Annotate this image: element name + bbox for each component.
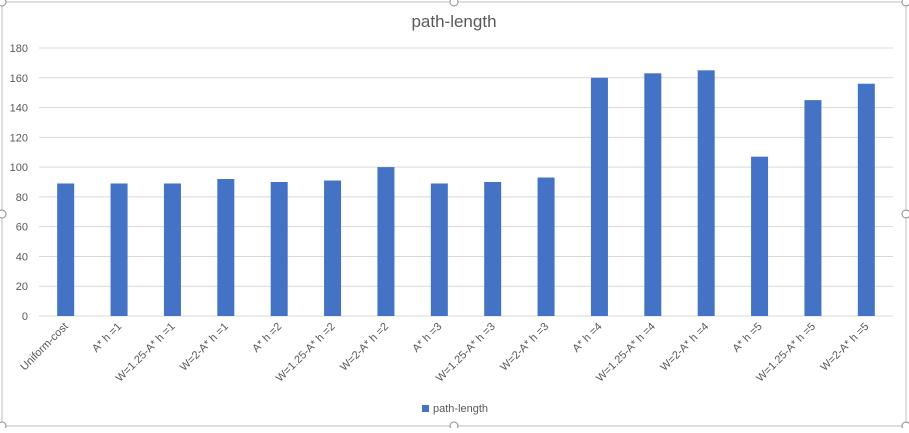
legend-swatch <box>422 405 429 412</box>
bar[interactable] <box>644 73 662 316</box>
y-tick-label: 80 <box>16 192 28 204</box>
y-axis-tick-labels: 0 20 40 60 80 100 120 140 160 180 <box>10 43 28 323</box>
chart-title[interactable]: path-length <box>411 12 496 31</box>
handle-bottom-left[interactable] <box>0 421 7 431</box>
y-tick-label: 20 <box>16 281 28 293</box>
bar[interactable] <box>217 179 235 316</box>
y-tick-label: 40 <box>16 251 28 263</box>
bar[interactable] <box>163 183 181 316</box>
bars[interactable] <box>57 70 875 317</box>
y-tick-label: 60 <box>16 222 28 234</box>
bar[interactable] <box>324 180 342 316</box>
bar[interactable] <box>697 70 715 316</box>
y-tick-label: 120 <box>10 132 28 144</box>
bar[interactable] <box>804 100 822 316</box>
y-tick-label: 140 <box>10 103 28 115</box>
y-tick-label: 160 <box>10 73 28 85</box>
bar[interactable] <box>377 167 395 316</box>
y-tick-label: 180 <box>10 43 28 55</box>
handle-middle-left[interactable] <box>0 209 7 219</box>
bar[interactable] <box>484 182 502 316</box>
y-tick-label: 0 <box>22 311 28 323</box>
handle-top-center[interactable] <box>449 0 459 7</box>
handle-top-right[interactable] <box>901 0 909 7</box>
handle-top-left[interactable] <box>0 0 7 7</box>
bar[interactable] <box>857 83 875 316</box>
bar[interactable] <box>430 183 448 316</box>
bar[interactable] <box>270 182 288 316</box>
handle-bottom-center[interactable] <box>449 421 459 431</box>
bar[interactable] <box>537 177 555 316</box>
legend[interactable]: path-length <box>422 403 488 415</box>
bar[interactable] <box>110 183 128 316</box>
bar[interactable] <box>57 183 75 316</box>
bar[interactable] <box>751 156 769 316</box>
legend-label: path-length <box>433 403 488 415</box>
handle-middle-right[interactable] <box>901 209 909 219</box>
gridlines <box>39 47 893 317</box>
bar[interactable] <box>590 77 608 317</box>
y-tick-label: 100 <box>10 162 28 174</box>
handle-bottom-right[interactable] <box>901 421 909 431</box>
